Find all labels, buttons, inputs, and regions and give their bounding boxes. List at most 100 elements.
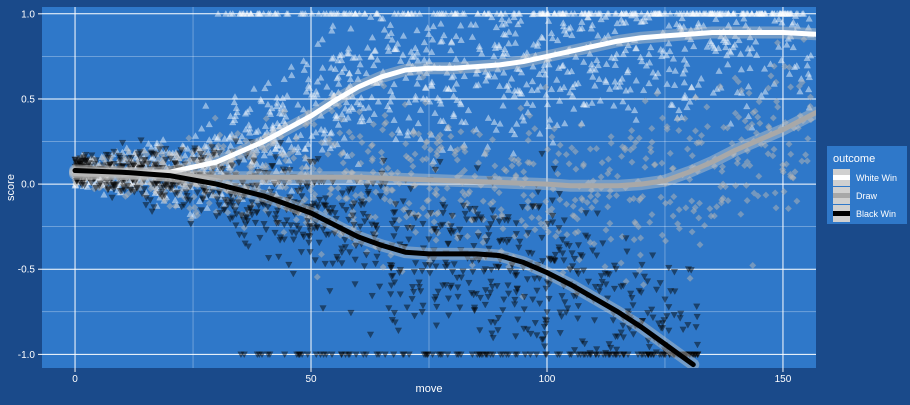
data-point	[568, 83, 577, 91]
data-point	[804, 85, 813, 93]
data-point	[299, 57, 308, 64]
data-point	[785, 140, 793, 148]
data-point	[641, 17, 649, 24]
data-point	[505, 263, 513, 271]
data-point	[404, 9, 412, 17]
data-point	[460, 144, 469, 152]
data-point	[607, 235, 615, 243]
data-point	[273, 93, 281, 101]
data-point	[407, 169, 415, 178]
data-point	[626, 9, 635, 17]
data-point	[509, 149, 518, 157]
data-point	[708, 9, 717, 17]
data-point	[171, 202, 180, 210]
data-point	[539, 66, 547, 73]
data-point	[774, 103, 782, 111]
data-point	[721, 9, 729, 17]
data-point	[697, 131, 706, 140]
data-point	[384, 43, 392, 50]
data-point	[686, 274, 694, 282]
data-point	[402, 213, 411, 221]
data-point	[153, 139, 161, 147]
data-point	[601, 13, 610, 20]
data-point	[174, 191, 182, 199]
data-point	[498, 15, 506, 23]
data-point	[700, 221, 709, 230]
y-axis-title: score	[5, 174, 17, 201]
data-point	[510, 156, 519, 164]
data-point	[737, 9, 746, 17]
data-point	[548, 210, 557, 219]
data-point	[710, 9, 719, 17]
data-point	[351, 240, 359, 248]
data-point	[427, 48, 436, 55]
data-point	[96, 173, 104, 181]
data-point	[192, 208, 201, 216]
data-point	[390, 80, 398, 88]
data-point	[497, 9, 505, 17]
data-point	[223, 208, 232, 217]
data-point	[542, 91, 550, 98]
data-point	[659, 47, 667, 54]
data-point	[440, 31, 448, 39]
data-point	[761, 87, 769, 95]
data-point	[757, 9, 766, 17]
data-point	[723, 9, 731, 17]
data-point	[693, 139, 701, 147]
data-point	[439, 9, 447, 17]
data-point	[768, 9, 777, 17]
legend-swatch	[833, 175, 850, 180]
data-point	[787, 9, 796, 17]
data-point	[603, 9, 612, 17]
data-point	[230, 98, 239, 106]
data-point	[472, 69, 480, 77]
data-point	[592, 144, 601, 153]
data-point	[510, 130, 519, 138]
data-point	[579, 58, 588, 65]
data-point	[100, 190, 108, 198]
data-point	[351, 9, 360, 17]
data-point	[413, 79, 421, 87]
data-point	[775, 9, 784, 17]
data-point	[152, 188, 160, 196]
data-point	[753, 9, 761, 17]
data-point	[300, 66, 308, 73]
data-point	[264, 79, 273, 86]
data-point	[307, 90, 316, 98]
data-point	[636, 234, 645, 242]
data-point	[388, 35, 396, 43]
data-point	[561, 9, 570, 17]
data-point	[401, 205, 410, 213]
data-point	[602, 60, 611, 68]
data-point	[363, 43, 372, 51]
data-point	[756, 9, 764, 17]
data-point	[635, 266, 644, 275]
data-point	[497, 9, 505, 17]
data-point	[602, 78, 610, 85]
data-point	[617, 259, 625, 267]
data-point	[562, 30, 570, 38]
data-point	[266, 148, 275, 156]
data-point	[519, 116, 528, 124]
data-point	[453, 156, 462, 164]
data-point	[402, 74, 410, 81]
data-point	[555, 150, 563, 158]
data-point	[414, 119, 422, 127]
data-point	[214, 147, 222, 155]
data-point	[480, 9, 489, 17]
data-point	[687, 83, 696, 91]
data-point	[413, 26, 421, 34]
data-point	[357, 93, 365, 101]
data-point	[399, 51, 407, 58]
data-point	[658, 114, 667, 122]
data-point	[582, 101, 591, 108]
data-point	[193, 182, 202, 190]
data-point	[771, 16, 779, 24]
data-point	[481, 233, 489, 241]
data-point	[271, 144, 280, 152]
data-point	[355, 108, 364, 116]
data-point	[769, 114, 778, 122]
data-point	[651, 72, 660, 80]
data-point	[540, 9, 549, 17]
data-point	[371, 229, 379, 238]
